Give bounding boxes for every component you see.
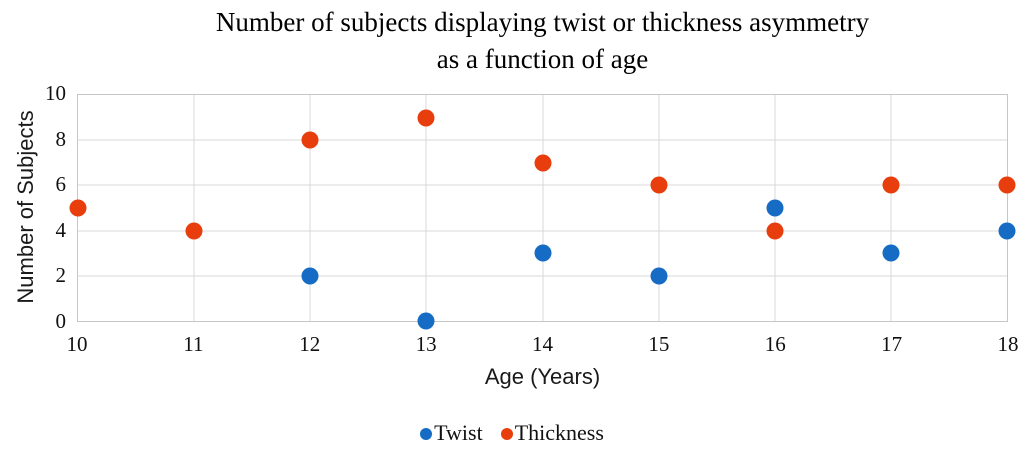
v-gridline-17 [890, 95, 892, 321]
v-gridline-11 [193, 95, 195, 321]
x-tick-label-14: 14 [532, 332, 553, 356]
legend-label-twist: Twist [434, 420, 483, 445]
point-thickness-age18 [998, 176, 1016, 194]
legend-marker-thickness-icon [500, 428, 513, 440]
y-tick-label-6: 6 [55, 172, 67, 197]
v-gridline-14 [542, 95, 543, 321]
legend-item-thickness: Thickness [500, 420, 604, 446]
point-thickness-age16 [766, 222, 784, 240]
y-tick-labels: 0 2 4 6 8 10 [0, 81, 67, 333]
y-tick-label-8: 8 [55, 126, 67, 151]
point-thickness-age15 [650, 176, 668, 194]
legend-item-twist: Twist [420, 420, 483, 446]
point-thickness-age11 [185, 222, 203, 240]
x-tick-label-10: 10 [66, 332, 88, 356]
point-twist-age13 [417, 312, 435, 330]
chart-title-line1: Number of subjects displaying twist or t… [215, 7, 870, 37]
point-thickness-age17 [882, 176, 900, 194]
y-tick-label-2: 2 [55, 263, 67, 288]
legend: Twist Thickness [0, 419, 1024, 447]
x-tick-label-16: 16 [764, 332, 786, 356]
x-tick-label-15: 15 [648, 332, 670, 356]
plot-area [69, 94, 1016, 330]
x-axis-title: Age (Years) [484, 364, 601, 389]
chart-title-line2: as a function of age [436, 44, 649, 74]
point-twist-age17 [882, 244, 900, 262]
point-twist-age14 [534, 244, 551, 262]
point-thickness-age13 [417, 109, 435, 127]
point-twist-age15 [650, 267, 668, 285]
x-tick-label-18: 18 [997, 332, 1019, 356]
legend-marker-twist-icon [420, 428, 433, 440]
chart-title: Number of subjects displaying twist or t… [77, 4, 1008, 78]
point-twist-age12 [301, 267, 319, 285]
point-thickness-age10 [69, 199, 87, 217]
x-tick-label-13: 13 [415, 332, 437, 356]
point-twist-age16 [766, 199, 784, 217]
x-tick-label-12: 12 [299, 332, 321, 356]
y-tick-label-0: 0 [55, 309, 67, 333]
y-tick-label-10: 10 [45, 81, 66, 105]
x-tick-labels: 10 11 12 13 14 15 16 17 18 [67, 332, 1019, 356]
v-gridline-12 [309, 95, 311, 321]
x-tick-label-17: 17 [881, 332, 903, 356]
x-tick-label-11: 11 [183, 332, 204, 356]
point-thickness-age14 [534, 154, 551, 172]
v-gridline-15 [658, 95, 660, 321]
point-twist-age18 [998, 222, 1016, 240]
y-tick-label-4: 4 [55, 217, 67, 242]
point-thickness-age12 [301, 131, 319, 149]
v-gridline-13 [425, 95, 427, 321]
legend-label-thickness: Thickness [514, 420, 604, 445]
